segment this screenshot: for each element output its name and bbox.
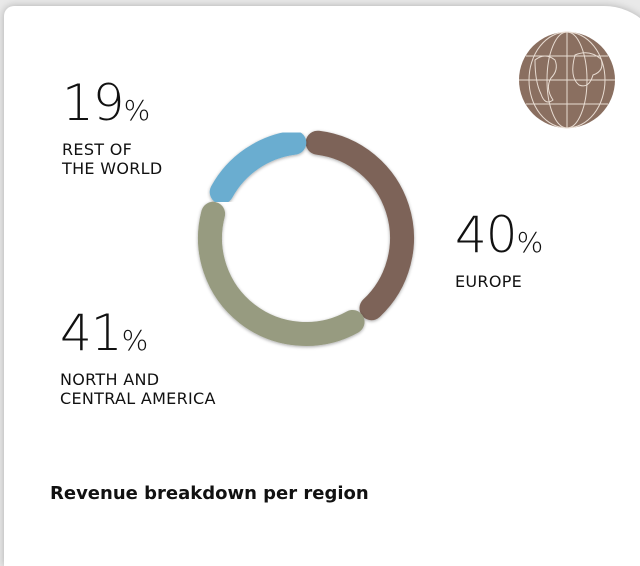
value-label: 40 xyxy=(455,206,518,264)
chart xyxy=(198,31,615,346)
value-unit: % xyxy=(121,324,149,357)
category-label: EUROPE xyxy=(455,272,523,291)
value-label: 19 xyxy=(62,74,125,132)
value-label: 41 xyxy=(60,304,123,362)
page: Revenue breakdown per region (() => { co… xyxy=(4,6,640,566)
value-label-row: 40% xyxy=(455,210,544,268)
value-unit: % xyxy=(516,226,544,259)
segment-label: 19% REST OF THE WORLD xyxy=(62,78,162,178)
value-unit: % xyxy=(123,94,151,127)
chart-title: Revenue breakdown per region xyxy=(50,483,369,504)
category-label: REST OF THE WORLD xyxy=(62,140,163,178)
value-label-row: 19% xyxy=(62,78,162,136)
donut-segment xyxy=(198,201,365,346)
segment-label: 40% EUROPE xyxy=(455,210,544,291)
category-label: NORTH AND CENTRAL AMERICA xyxy=(60,370,216,408)
donut xyxy=(198,130,414,346)
donut-segment xyxy=(209,130,307,205)
segment-label: 41% NORTH AND CENTRAL AMERICA xyxy=(60,308,216,408)
value-label-row: 41% xyxy=(60,308,216,366)
donut-segment xyxy=(305,130,414,321)
globe-icon xyxy=(519,31,615,129)
